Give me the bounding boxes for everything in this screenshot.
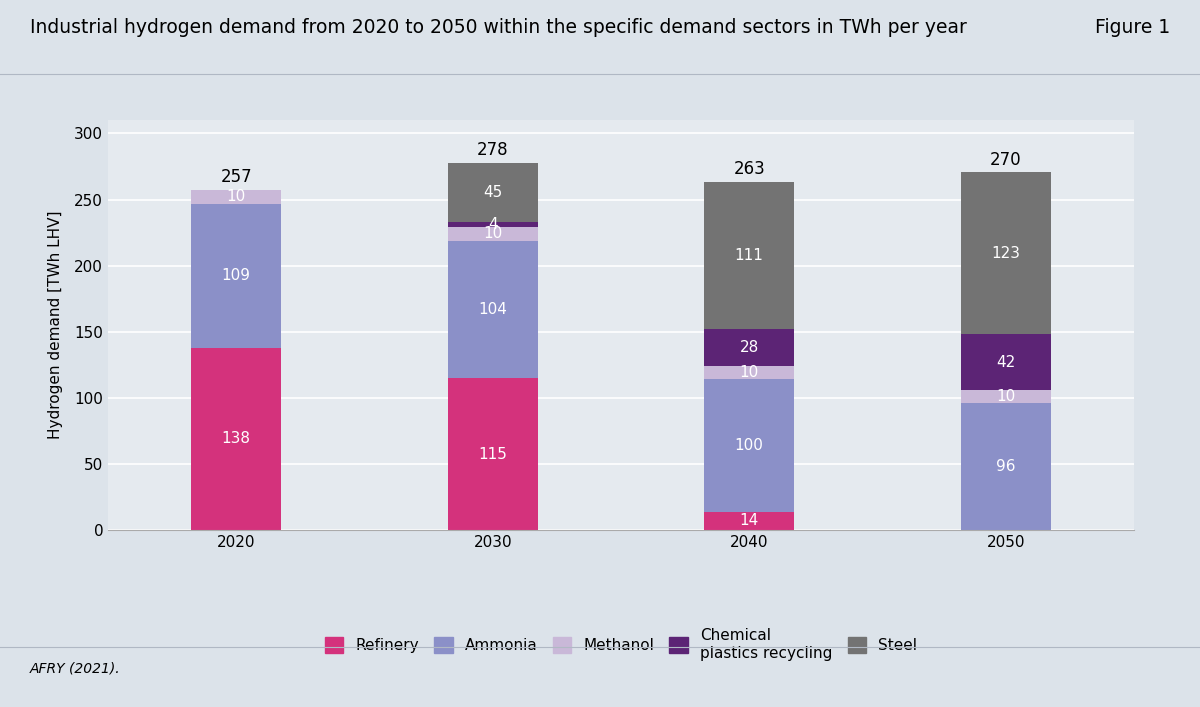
Bar (448, 228, 538, 240)
Text: 123: 123 (991, 245, 1020, 261)
Text: 138: 138 (222, 431, 251, 447)
Bar (704, 366, 794, 380)
Text: 111: 111 (734, 248, 763, 263)
Legend: Refinery, Ammonia, Methanol, Chemical
plastics recycling, Steel: Refinery, Ammonia, Methanol, Chemical pl… (325, 628, 917, 660)
Text: 270: 270 (990, 151, 1021, 169)
Bar (961, 403, 1051, 530)
Text: 104: 104 (479, 302, 508, 317)
Text: 263: 263 (733, 160, 766, 178)
Text: AFRY (2021).: AFRY (2021). (30, 661, 121, 675)
Bar (448, 378, 538, 530)
Text: 109: 109 (222, 268, 251, 283)
Text: 96: 96 (996, 460, 1015, 474)
Text: 14: 14 (739, 513, 758, 529)
Text: 257: 257 (221, 168, 252, 187)
Bar (961, 172, 1051, 334)
Text: 10: 10 (996, 389, 1015, 404)
Y-axis label: Hydrogen demand [TWh LHV]: Hydrogen demand [TWh LHV] (48, 211, 64, 440)
Text: 100: 100 (734, 438, 763, 453)
Bar (704, 329, 794, 366)
Bar (704, 512, 794, 530)
Bar (448, 222, 538, 228)
Text: 10: 10 (484, 226, 503, 242)
Text: 28: 28 (739, 340, 758, 355)
Bar (448, 240, 538, 378)
Bar (191, 190, 281, 204)
Bar (448, 163, 538, 222)
Text: 10: 10 (739, 366, 758, 380)
Text: Industrial hydrogen demand from 2020 to 2050 within the specific demand sectors : Industrial hydrogen demand from 2020 to … (30, 18, 967, 37)
Text: 4: 4 (488, 217, 498, 232)
Bar (704, 182, 794, 329)
Text: 10: 10 (227, 189, 246, 204)
Text: 45: 45 (484, 185, 503, 200)
Bar (191, 348, 281, 530)
Bar (704, 380, 794, 512)
Text: 42: 42 (996, 355, 1015, 370)
Text: 115: 115 (479, 447, 508, 462)
Bar (961, 390, 1051, 403)
Text: Figure 1: Figure 1 (1094, 18, 1170, 37)
Text: 278: 278 (476, 141, 509, 158)
Bar (191, 204, 281, 348)
Bar (961, 334, 1051, 390)
